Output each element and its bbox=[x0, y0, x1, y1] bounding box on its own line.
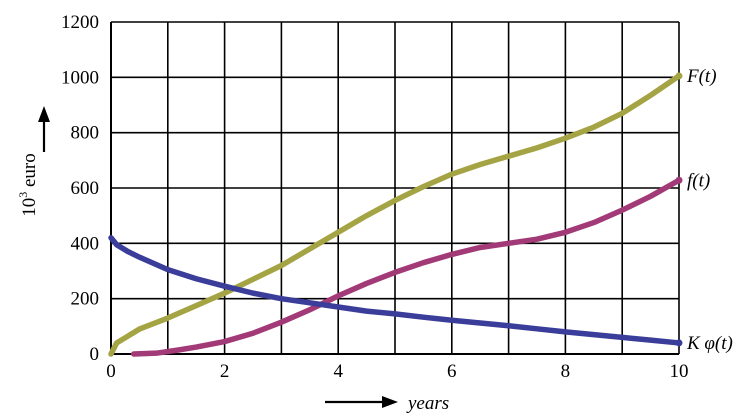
y-tick-label: 800 bbox=[71, 123, 100, 144]
series-line bbox=[130, 177, 682, 357]
x-tick-label: 8 bbox=[561, 361, 571, 382]
y-axis-arrow bbox=[38, 106, 50, 152]
series-end-point bbox=[675, 339, 683, 347]
series-label: f(t) bbox=[687, 170, 710, 191]
y-axis-title-base: 10 bbox=[19, 198, 40, 217]
series-label: F(t) bbox=[686, 66, 717, 87]
x-tick-label: 6 bbox=[447, 361, 457, 382]
series-end-point bbox=[675, 176, 683, 184]
x-tick-label: 2 bbox=[220, 361, 230, 382]
series-end-point bbox=[675, 72, 683, 80]
series-line bbox=[108, 235, 682, 346]
y-tick-label: 1000 bbox=[61, 67, 99, 88]
y-tick-label: 0 bbox=[90, 344, 100, 365]
labels-group: 0 2 4 6 8 10 0 200 400 600 800 1000 1200 F(t) f(t) K φ(… bbox=[61, 12, 733, 382]
y-axis-title: 103 euro bbox=[16, 153, 40, 217]
y-tick-label: 200 bbox=[71, 289, 100, 310]
series-label: K φ(t) bbox=[686, 333, 733, 354]
x-axis-title: years bbox=[406, 393, 449, 414]
series-line bbox=[108, 73, 682, 357]
series-group bbox=[108, 72, 683, 357]
x-axis-arrow bbox=[325, 396, 398, 408]
y-tick-label: 1200 bbox=[61, 12, 99, 33]
x-tick-label: 10 bbox=[670, 361, 689, 382]
y-tick-label: 600 bbox=[71, 178, 100, 199]
y-axis-title-unit: euro bbox=[19, 153, 40, 192]
y-tick-label: 400 bbox=[71, 233, 100, 254]
axes bbox=[110, 22, 679, 355]
svg-text:103 euro: 103 euro bbox=[16, 153, 40, 217]
y-axis-title-exponent: 3 bbox=[16, 192, 30, 198]
x-tick-label: 4 bbox=[333, 361, 343, 382]
x-tick-label: 0 bbox=[106, 361, 116, 382]
